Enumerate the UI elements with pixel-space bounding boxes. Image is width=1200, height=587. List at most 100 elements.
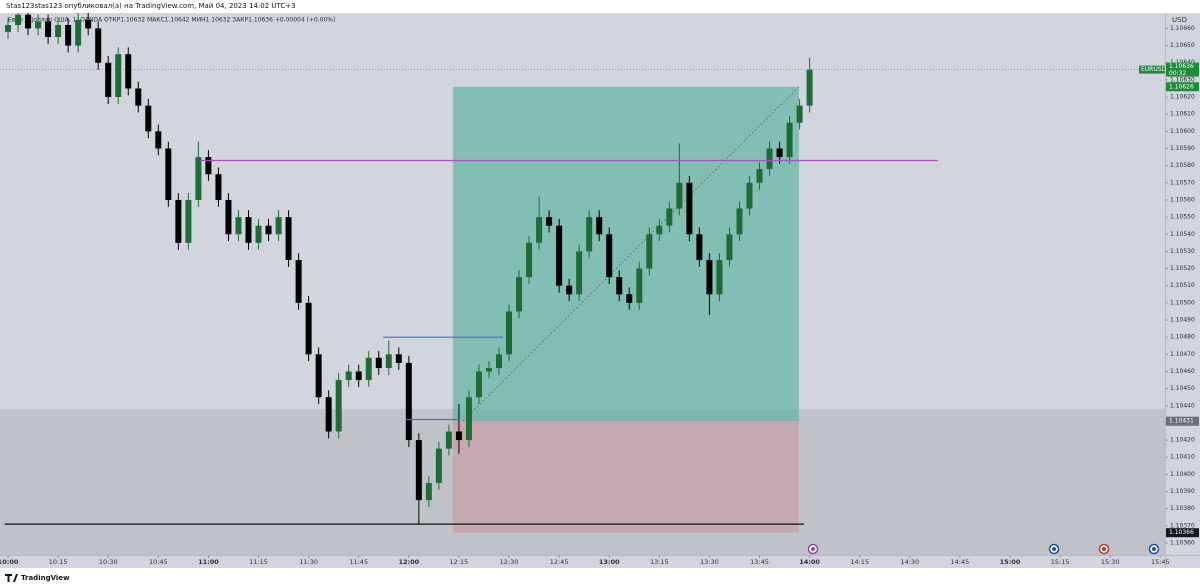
y-tick-label: 1.10460 [1170,368,1195,375]
candle-body [325,397,332,432]
candle-body [495,354,502,369]
x-tick-label: 12:15 [450,558,469,566]
position-profit [452,86,799,422]
x-tick-label: 13:15 [650,558,669,566]
candle-body [536,217,543,243]
candle-body [75,19,82,46]
candle-body [716,259,723,295]
y-tick-label: 1.10540 [1170,231,1195,238]
y-tick-label: 1.10370 [1170,522,1195,529]
y-tick-label: 1.10470 [1170,351,1195,358]
candle-body [355,371,362,381]
candle-body [425,482,432,501]
candle-body [245,217,252,243]
candle-body [465,397,472,441]
x-tick-label: 14:00 [799,558,820,566]
candle-body [45,21,52,38]
y-tick-label: 1.10360 [1170,539,1195,546]
candle-body [556,225,563,286]
candle-body [105,62,112,98]
candle-body [626,294,633,303]
candle-body [385,354,392,369]
x-tick-label: 15:30 [1101,558,1120,566]
candle-body [796,105,803,123]
x-tick-label: 11:45 [349,558,368,566]
target-tag-bg [1166,82,1199,92]
candle-body [435,448,442,483]
y-tick-label: 1.10500 [1170,299,1195,306]
candle-body [155,131,162,149]
y-tick-label: 1.10620 [1170,94,1195,101]
candle-body [215,174,222,200]
candle-body [736,208,743,235]
candle-body [115,54,122,98]
candle-body [25,14,32,29]
x-tick-label: 12:30 [500,558,519,566]
currency-label: USD [1172,16,1187,24]
y-tick-label: 1.10420 [1170,437,1195,444]
y-tick-label: 1.10580 [1170,162,1195,169]
candle-body [395,354,402,363]
candle-body [576,251,583,295]
symbol-tag: EURUSD [1141,66,1167,73]
y-tick-label: 1.10450 [1170,385,1195,392]
candle-body [365,357,372,381]
y-tick-label: 1.10600 [1170,128,1195,135]
candle-body [656,225,663,235]
y-tick-label: 1.10660 [1170,25,1195,32]
event-icon-dot [1102,547,1106,551]
candle-body [35,21,42,29]
stop-tag-label: 1.10366 [1169,529,1194,536]
candle-body [205,157,212,175]
candle-body [696,234,703,260]
plot [0,13,1165,555]
candle-body [185,199,192,243]
candle-body [65,25,72,46]
candle-body [265,225,272,235]
x-tick-label: 15:45 [1151,558,1170,566]
x-tick-label: 14:45 [951,558,970,566]
candle-body [285,217,292,260]
countdown-label: 00:32 [1169,70,1186,77]
y-tick-label: 1.10440 [1170,402,1195,409]
candle-body [55,25,62,38]
legend: Евро / Доллар США, 1, OANDA ОТКР1.10632 … [8,17,335,24]
candle-body [445,431,452,449]
y-tick-label: 1.10490 [1170,317,1195,324]
y-tick-label: 1.10630 [1170,76,1195,83]
stop-tag-bg [1166,528,1199,538]
x-tick-label: 13:45 [750,558,769,566]
candle-body [225,199,232,235]
candle-body [135,88,142,106]
position-loss [452,421,799,533]
candle-body [706,259,713,295]
y-tick-label: 1.10570 [1170,179,1195,186]
candle-body [165,148,172,200]
candle-body [85,19,92,29]
x-tick-label: 11:00 [198,558,219,566]
y-tick-label: 1.10650 [1170,42,1195,49]
candle-body [506,311,513,355]
candle-body [335,380,342,432]
x-tick-label: 12:45 [550,558,569,566]
candle-body [345,371,352,381]
candle-body [766,148,773,170]
brand-logo [5,574,18,582]
candle-body [516,277,523,312]
y-tick-label: 1.10610 [1170,111,1195,118]
candle-body [125,54,132,89]
y-tick-label: 1.10380 [1170,505,1195,512]
candle-body [596,217,603,235]
y-tick-label: 1.10520 [1170,265,1195,272]
candle-body [95,28,102,63]
x-tick-label: 14:15 [850,558,869,566]
candle-body [315,354,322,398]
entry-tag-bg [1166,416,1199,426]
candle-body [776,148,783,158]
y-tick-label: 1.10480 [1170,334,1195,341]
event-icon-dot [1052,547,1056,551]
candle-body [546,217,553,226]
candle-body [646,234,653,269]
